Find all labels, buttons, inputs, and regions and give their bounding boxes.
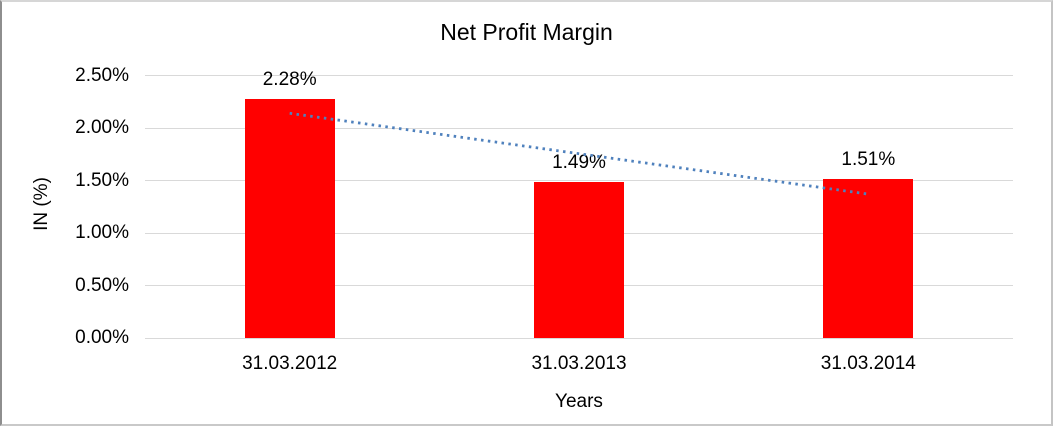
gridline bbox=[145, 75, 1013, 76]
x-category-label: 31.03.2013 bbox=[531, 353, 627, 374]
y-tick-label: 2.00% bbox=[75, 117, 129, 138]
gridline bbox=[145, 337, 1013, 339]
y-tick-label: 1.00% bbox=[75, 222, 129, 243]
bar-data-label: 1.51% bbox=[841, 149, 896, 171]
y-tick-label: 0.00% bbox=[75, 327, 129, 348]
y-tick-label: 1.50% bbox=[75, 169, 129, 191]
x-axis-title: Years bbox=[555, 391, 603, 412]
bar-data-label: 1.49% bbox=[552, 151, 606, 173]
gridline bbox=[145, 180, 1013, 181]
y-tick-label: 2.50% bbox=[75, 64, 129, 86]
gridline bbox=[145, 127, 1013, 129]
chart-title: Net Profit Margin bbox=[440, 19, 613, 45]
x-category-label: 31.03.2012 bbox=[242, 353, 338, 374]
bar bbox=[534, 181, 624, 338]
y-tick-label: 0.50% bbox=[75, 274, 129, 296]
trendline bbox=[289, 111, 869, 196]
x-category-label: 31.03.2014 bbox=[820, 353, 916, 374]
bar bbox=[823, 179, 914, 338]
bar-data-label: 2.28% bbox=[262, 68, 317, 90]
bar bbox=[244, 98, 335, 338]
